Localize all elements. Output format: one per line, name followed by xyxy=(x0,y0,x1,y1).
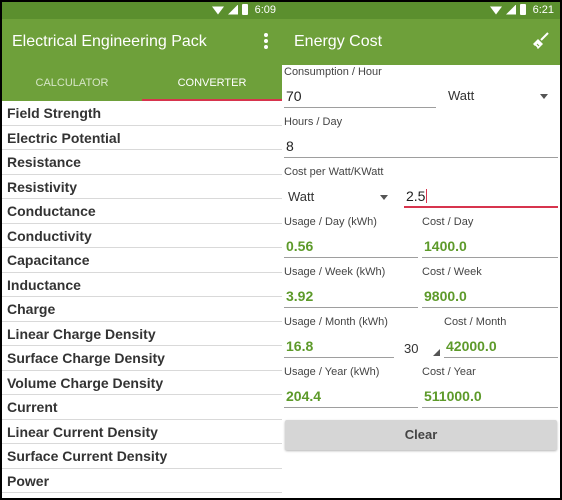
status-time: 6:09 xyxy=(254,4,276,16)
list-item-linear-charge-density[interactable]: Linear Charge Density xyxy=(2,322,282,346)
usage-month-value: 16.8 xyxy=(284,332,394,358)
consumption-unit-value: Watt xyxy=(448,88,475,103)
usage-day-value: 0.56 xyxy=(284,232,418,258)
list-item-charge[interactable]: Charge xyxy=(2,297,282,322)
list-item-conductivity[interactable]: Conductivity xyxy=(2,224,282,248)
list-item-conductance[interactable]: Conductance xyxy=(2,199,282,224)
cost-day-label: Cost / Day xyxy=(422,216,474,228)
cost-per-input[interactable]: 2.5 xyxy=(404,182,558,208)
list-item-field-strength[interactable]: Field Strength xyxy=(2,101,282,126)
text-cursor xyxy=(426,189,428,203)
cost-per-label: Cost per Watt/KWatt xyxy=(284,166,384,178)
usage-week-value: 3.92 xyxy=(284,282,418,308)
wifi-icon xyxy=(212,6,224,15)
tab-converter[interactable]: CONVERTER xyxy=(142,65,282,101)
list-item-capacitance[interactable]: Capacitance xyxy=(2,248,282,273)
usage-year-value: 204.4 xyxy=(284,382,418,408)
usage-week-label: Usage / Week (kWh) xyxy=(284,266,386,278)
hours-input[interactable]: 8 xyxy=(284,132,558,158)
tab-bar: CALCULATOR CONVERTER xyxy=(2,65,282,101)
list-item-linear-current-density[interactable]: Linear Current Density xyxy=(2,420,282,444)
usage-month-label: Usage / Month (kWh) xyxy=(284,316,388,328)
status-time: 6:21 xyxy=(532,4,554,16)
consumption-label: Consumption / Hour xyxy=(284,66,382,78)
list-item-inductance[interactable]: Inductance xyxy=(2,273,282,297)
cost-unit-value: Watt xyxy=(288,189,315,204)
cost-week-label: Cost / Week xyxy=(422,266,482,278)
days-per-month-select[interactable]: 30 xyxy=(404,341,440,359)
converter-screen: 6:09 Electrical Engineering Pack CALCULA… xyxy=(2,2,282,498)
app-title: Electrical Engineering Pack xyxy=(12,33,207,50)
list-item-power[interactable]: Power xyxy=(2,469,282,493)
list-item-volume-charge-density[interactable]: Volume Charge Density xyxy=(2,371,282,395)
cost-month-label: Cost / Month xyxy=(444,316,507,328)
status-bar: 6:21 xyxy=(282,2,560,19)
list-item-surface-current-density[interactable]: Surface Current Density xyxy=(2,444,282,469)
days-per-month-value: 30 xyxy=(404,341,419,356)
wifi-icon xyxy=(490,6,502,15)
status-bar: 6:09 xyxy=(2,2,282,19)
cost-week-value: 9800.0 xyxy=(422,282,558,308)
battery-icon xyxy=(520,4,526,15)
consumption-unit-select[interactable]: Watt xyxy=(448,88,548,106)
battery-icon xyxy=(242,4,248,15)
list-item-current[interactable]: Current xyxy=(2,395,282,420)
converter-list: Field Strength Electric Potential Resist… xyxy=(2,101,282,493)
cost-per-value: 2.5 xyxy=(406,188,426,204)
cost-day-value: 1400.0 xyxy=(422,232,558,258)
usage-day-label: Usage / Day (kWh) xyxy=(284,216,377,228)
app-bar: Energy Cost xyxy=(282,19,560,65)
cost-year-label: Cost / Year xyxy=(422,366,476,378)
usage-year-label: Usage / Year (kWh) xyxy=(284,366,380,378)
overflow-menu-icon[interactable] xyxy=(264,33,268,49)
list-item-resistance[interactable]: Resistance xyxy=(2,150,282,175)
signal-icon xyxy=(506,4,516,15)
app-bar: Electrical Engineering Pack xyxy=(2,19,282,65)
list-item-surface-charge-density[interactable]: Surface Charge Density xyxy=(2,346,282,371)
cost-year-value: 511000.0 xyxy=(422,382,558,408)
energy-cost-screen: 6:21 Energy Cost Consumption / Hour 70 W… xyxy=(282,2,560,498)
dropdown-arrow-icon xyxy=(540,94,548,99)
tab-calculator[interactable]: CALCULATOR xyxy=(35,77,109,89)
dropdown-arrow-icon xyxy=(380,195,388,200)
clear-button[interactable]: Clear xyxy=(285,420,557,450)
screen-title: Energy Cost xyxy=(294,33,383,50)
list-item-resistivity[interactable]: Resistivity xyxy=(2,175,282,199)
cost-unit-select[interactable]: Watt xyxy=(288,189,388,207)
dropdown-corner-icon xyxy=(433,349,440,356)
hours-label: Hours / Day xyxy=(284,116,343,128)
signal-icon xyxy=(228,4,238,15)
list-item-electric-potential[interactable]: Electric Potential xyxy=(2,126,282,150)
cost-month-value: 42000.0 xyxy=(444,332,558,358)
broom-icon[interactable] xyxy=(532,32,550,50)
consumption-input[interactable]: 70 xyxy=(284,82,436,108)
